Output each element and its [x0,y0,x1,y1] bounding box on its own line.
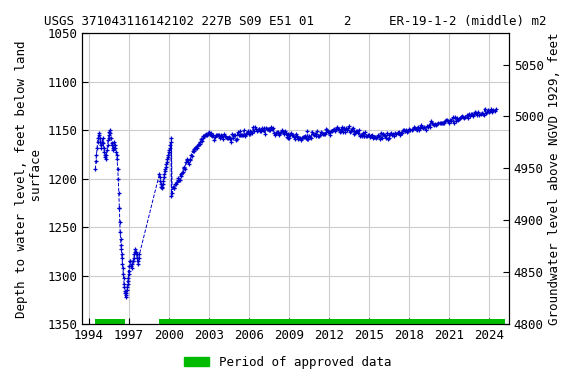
Y-axis label: Groundwater level above NGVD 1929, feet: Groundwater level above NGVD 1929, feet [548,33,561,325]
Y-axis label: Depth to water level, feet below land
 surface: Depth to water level, feet below land su… [15,40,43,318]
Legend: Period of approved data: Period of approved data [179,351,397,374]
Title: USGS 371043116142102 227B S09 E51 01    2     ER-19-1-2 (middle) m2: USGS 371043116142102 227B S09 E51 01 2 E… [44,15,547,28]
